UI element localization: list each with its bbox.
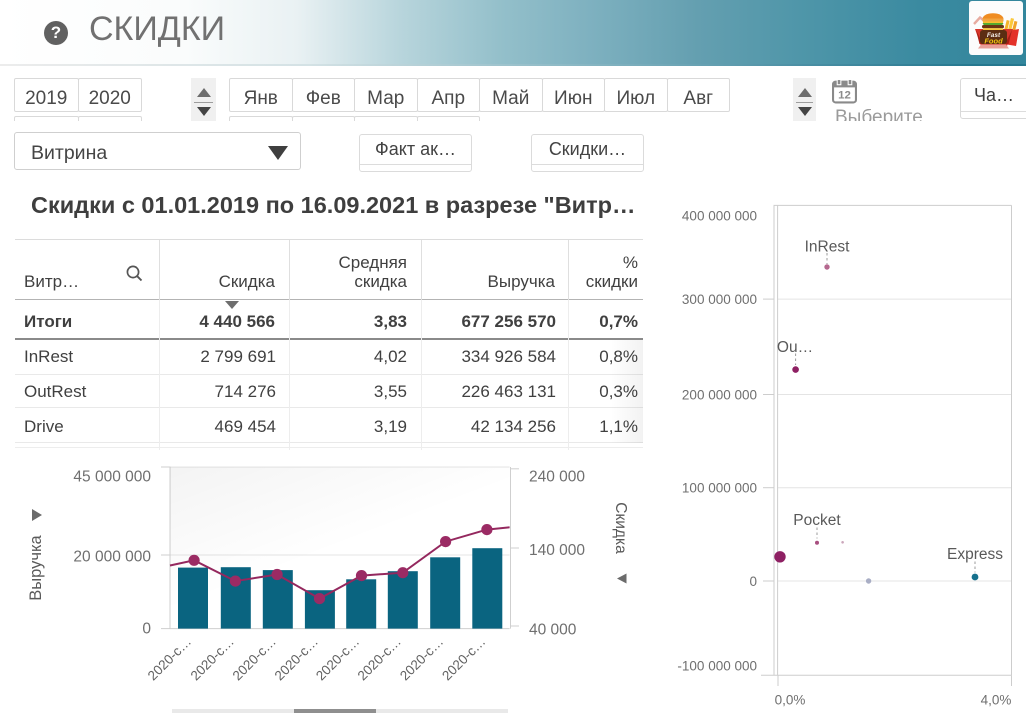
svg-text:4,0%: 4,0% [981,693,1012,708]
svg-text:0: 0 [142,621,151,638]
svg-text:2020-с…: 2020-с… [355,634,404,683]
svg-text:12: 12 [838,89,851,101]
svg-text:Fast: Fast [987,32,1001,39]
svg-text:400 000 000: 400 000 000 [682,209,757,224]
svg-text:Express: Express [947,546,1003,563]
svg-text:Скидка: Скидка [612,502,629,554]
svg-text:2020-с…: 2020-с… [439,634,488,683]
svg-text:100 000 000: 100 000 000 [682,481,757,496]
svg-text:2020-с…: 2020-с… [230,634,279,683]
svg-text:2020-с…: 2020-с… [145,634,194,683]
svg-text:2020-с…: 2020-с… [188,634,237,683]
svg-text:240 000: 240 000 [529,469,585,486]
svg-text:200 000 000: 200 000 000 [682,387,757,402]
svg-text:2020-с…: 2020-с… [313,634,362,683]
svg-text:0: 0 [749,574,757,589]
svg-text:0,0%: 0,0% [775,693,806,708]
svg-text:300 000 000: 300 000 000 [682,292,757,307]
svg-text:Pocket: Pocket [793,512,841,529]
svg-text:140 000: 140 000 [529,542,585,559]
svg-text:2020-с…: 2020-с… [397,634,446,683]
svg-text:Food: Food [984,37,1003,46]
svg-text:40 000: 40 000 [529,622,577,639]
svg-text:45 000 000: 45 000 000 [73,469,151,486]
svg-text:Ou…: Ou… [777,339,813,356]
svg-text:InRest: InRest [805,238,850,255]
svg-text:-100 000 000: -100 000 000 [677,658,757,673]
svg-text:Выручка: Выручка [27,534,45,600]
svg-text:20 000 000: 20 000 000 [73,549,151,566]
svg-text:2020-с…: 2020-с… [272,634,321,683]
